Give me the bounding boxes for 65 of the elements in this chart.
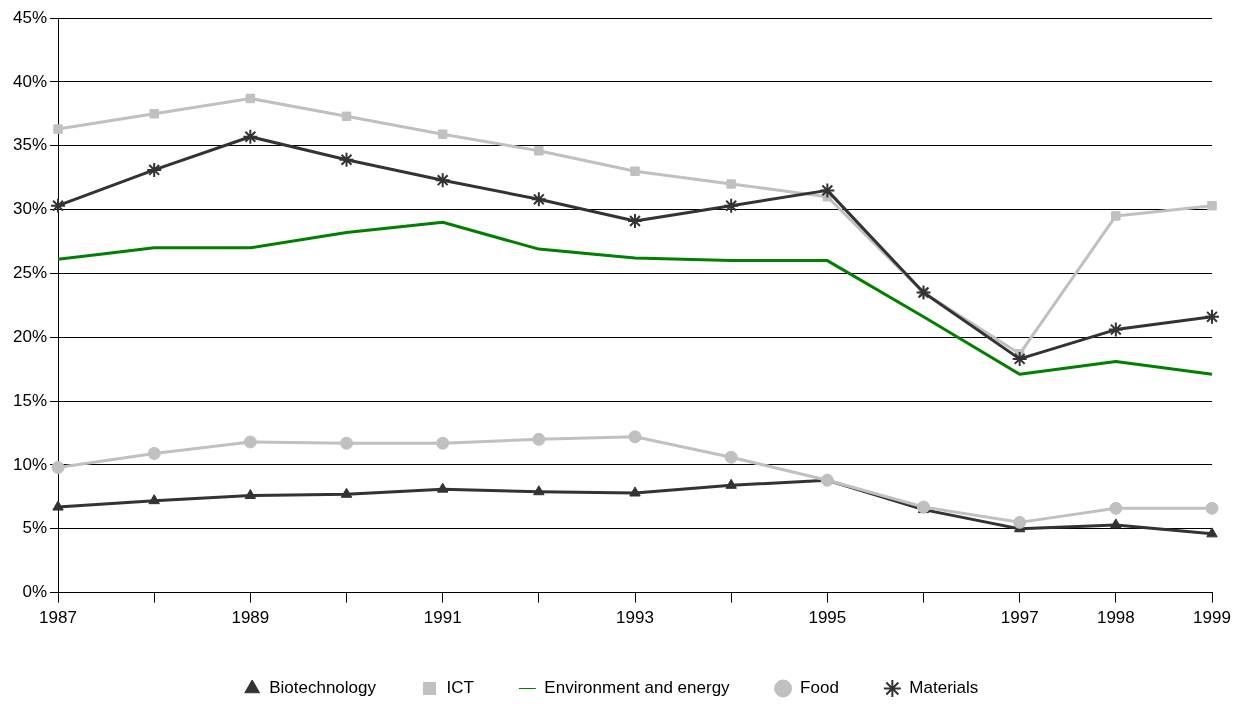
point (1109, 501, 1123, 515)
x-tick-label: 1991 (423, 608, 462, 628)
point (242, 128, 259, 145)
point (244, 489, 257, 500)
point (341, 111, 352, 122)
point (53, 124, 63, 134)
point (148, 494, 160, 505)
point (534, 146, 544, 156)
y-tick-label: 25% (12, 263, 48, 283)
y-tick-label: 15% (12, 390, 48, 410)
point (1206, 527, 1218, 538)
y-tick-label: 45% (12, 7, 48, 27)
point (1205, 501, 1219, 515)
point (723, 197, 740, 214)
point (243, 435, 257, 449)
point (530, 191, 547, 208)
point (1110, 518, 1122, 529)
point (1107, 321, 1124, 338)
legend-label: Food (800, 678, 839, 698)
point (533, 485, 545, 496)
point (1111, 211, 1121, 221)
y-tick-label: 10% (12, 454, 48, 474)
point (627, 213, 644, 230)
point (724, 450, 738, 464)
legend-label: Environment and energy (544, 678, 731, 698)
point (628, 430, 642, 444)
point (1011, 350, 1028, 367)
point (434, 172, 451, 189)
point (338, 151, 355, 168)
point (437, 129, 448, 139)
x-tick-label: 1998 (1096, 608, 1135, 628)
point (50, 197, 67, 214)
y-tick-label: 30% (12, 199, 48, 219)
y-tick-label: 40% (12, 71, 48, 91)
x-tick-label: 1987 (39, 608, 77, 628)
legend-label: ICT (446, 678, 474, 698)
point (630, 166, 640, 176)
point (1204, 308, 1220, 325)
point (1013, 515, 1027, 529)
legend-label: Biotechnology (269, 678, 377, 698)
y-tick-label: 5% (22, 518, 48, 538)
y-tick-label: 20% (12, 326, 48, 346)
y-tick-label: 35% (12, 135, 48, 155)
point (629, 486, 641, 497)
point (436, 482, 449, 493)
x-tick-label: 1989 (231, 608, 270, 628)
point (245, 93, 256, 104)
legend-label: Materials (909, 678, 979, 698)
point (436, 436, 450, 450)
y-tick-label: 0% (22, 582, 48, 602)
point (819, 182, 836, 199)
x-tick-label: 1997 (1000, 608, 1039, 628)
point (726, 179, 736, 189)
point (725, 478, 737, 489)
point (1207, 200, 1217, 211)
point (147, 446, 161, 460)
x-tick-label: 1995 (808, 608, 847, 628)
point (532, 432, 546, 446)
x-tick-label: 1993 (616, 608, 654, 628)
point (146, 161, 163, 178)
point (340, 436, 354, 450)
point (52, 500, 64, 511)
point (149, 109, 159, 119)
point (340, 487, 353, 498)
x-tick-label: 1999 (1193, 608, 1231, 628)
